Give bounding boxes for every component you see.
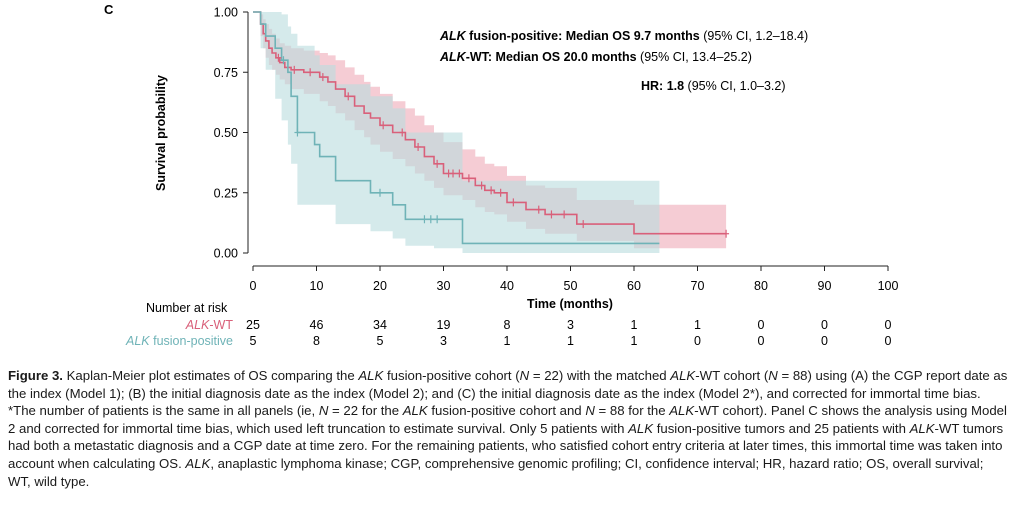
- caption-text: -WT cohort). Panel C shows the analysis …: [8, 403, 1007, 436]
- risk-row-suffix: fusion-positive: [150, 334, 233, 348]
- y-tick-label: 0.25: [214, 186, 238, 200]
- caption-italic: ALK: [185, 455, 211, 471]
- risk-row-label: ALK fusion-positive: [125, 334, 233, 348]
- y-tick-label: 0.50: [214, 126, 238, 140]
- risk-count: 34: [373, 318, 387, 332]
- caption-italic: ALK: [670, 368, 696, 383]
- risk-count: 0: [758, 334, 765, 348]
- x-tick-label: 10: [310, 279, 324, 293]
- risk-table-title: Number at risk: [146, 301, 228, 315]
- caption-text: -WT cohort (: [695, 368, 769, 383]
- risk-count: 1: [631, 318, 638, 332]
- risk-count: 1: [504, 334, 511, 348]
- caption-text: Kaplan-Meier plot estimates of OS compar…: [62, 368, 359, 383]
- wt-median-gene: ALK: [439, 50, 467, 64]
- y-tick-label: 0.75: [214, 66, 238, 80]
- risk-count: 0: [885, 334, 892, 348]
- panel-label: C: [104, 2, 114, 17]
- risk-count: 5: [377, 334, 384, 348]
- wt-median-ci: (95% CI, 13.4–25.2): [637, 50, 752, 64]
- caption-text: fusion-positive tumors and 25 patients w…: [653, 420, 910, 436]
- risk-count: 1: [631, 334, 638, 348]
- risk-count: 1: [694, 318, 701, 332]
- hazard-ratio-annotation: HR: 1.8 (95% CI, 1.0–3.2): [641, 79, 786, 93]
- y-tick-label: 0.00: [214, 247, 238, 261]
- x-tick-label: 100: [878, 279, 899, 293]
- y-axis-label: Survival probability: [154, 75, 168, 191]
- risk-count: 5: [250, 334, 257, 348]
- caption-text: = 88 for the: [594, 403, 670, 419]
- x-tick-label: 50: [564, 279, 578, 293]
- risk-count: 46: [310, 318, 324, 332]
- km-plot: C Survival probability 0.00 0.25 0.50 0.75 1…: [104, 2, 899, 348]
- y-tick-label: 1.00: [214, 6, 238, 20]
- x-tick-label: 80: [754, 279, 768, 293]
- wt-median-text: -WT: Median OS 20.0 months: [466, 50, 637, 64]
- x-tick-label: 30: [437, 279, 451, 293]
- risk-count: 25: [246, 318, 260, 332]
- risk-count: 0: [821, 334, 828, 348]
- caption-italic: N: [318, 403, 329, 419]
- wt-median-annotation: ALK-WT: Median OS 20.0 months (95% CI, 1…: [439, 50, 752, 64]
- hr-ci: (95% CI, 1.0–3.2): [684, 79, 785, 93]
- caption-italic: N: [519, 368, 530, 383]
- y-axis-ticks: 0.00 0.25 0.50 0.75 1.00: [214, 6, 248, 261]
- x-tick-label: 0: [250, 279, 257, 293]
- caption-italic: ALK: [909, 420, 935, 436]
- risk-count: 19: [437, 318, 451, 332]
- x-tick-label: 70: [691, 279, 705, 293]
- risk-count: 8: [313, 334, 320, 348]
- risk-count: 0: [694, 334, 701, 348]
- fusion-median-ci: (95% CI, 1.2–18.4): [700, 29, 808, 43]
- risk-count: 1: [567, 334, 574, 348]
- caption-italic: ALK: [402, 403, 428, 419]
- risk-row-suffix: -WT: [209, 318, 233, 332]
- caption-italic: ALK: [669, 403, 695, 419]
- caption-italic: N: [585, 403, 595, 419]
- fusion-median-gene: ALK: [439, 29, 467, 43]
- caption-italic: ALK: [358, 368, 384, 383]
- risk-count: 0: [885, 318, 892, 332]
- risk-count: 3: [567, 318, 574, 332]
- risk-row-label: ALK-WT: [185, 318, 234, 332]
- ci-band-fusion: [253, 12, 660, 253]
- caption-text: = 22 for the: [328, 403, 403, 419]
- figure-label: Figure 3.: [8, 368, 63, 383]
- fusion-median-text: fusion-positive: Median OS 9.7 months: [466, 29, 700, 43]
- survival-curve-fusion: [253, 11, 660, 245]
- caption-italic: N: [768, 368, 778, 383]
- fusion-median-annotation: ALK fusion-positive: Median OS 9.7 month…: [439, 29, 808, 43]
- x-axis-label: Time (months): [527, 297, 613, 311]
- caption-text: = 88) using (A) the CGP report date as t…: [8, 368, 1008, 419]
- caption-text: fusion-positive cohort (: [383, 368, 520, 383]
- x-tick-label: 40: [500, 279, 514, 293]
- risk-row-gene: ALK: [185, 318, 210, 332]
- x-tick-label: 60: [627, 279, 641, 293]
- x-tick-label: 20: [373, 279, 387, 293]
- hr-value: HR: 1.8: [641, 79, 684, 93]
- censor-marks: [275, 53, 730, 238]
- confidence-bands: [253, 12, 727, 253]
- caption-italic: ALK: [628, 420, 654, 436]
- risk-row-gene: ALK: [125, 334, 150, 348]
- risk-count: 0: [821, 318, 828, 332]
- caption-text: , anaplastic lymphoma kinase; CGP, compr…: [8, 455, 984, 489]
- risk-count: 8: [504, 318, 511, 332]
- caption-text: fusion-positive cohort and: [427, 403, 586, 419]
- x-tick-label: 90: [818, 279, 832, 293]
- risk-count: 0: [758, 318, 765, 332]
- risk-count: 3: [440, 334, 447, 348]
- x-axis-ticks: 0 10 20 30 40 50 60 70 80 90 100: [250, 266, 899, 293]
- figure-caption: Figure 3. Kaplan-Meier plot estimates of…: [8, 367, 1008, 490]
- caption-text: = 22) with the matched: [529, 368, 671, 383]
- caption-text: -WT tumors had both a metastatic diagnos…: [8, 420, 1004, 471]
